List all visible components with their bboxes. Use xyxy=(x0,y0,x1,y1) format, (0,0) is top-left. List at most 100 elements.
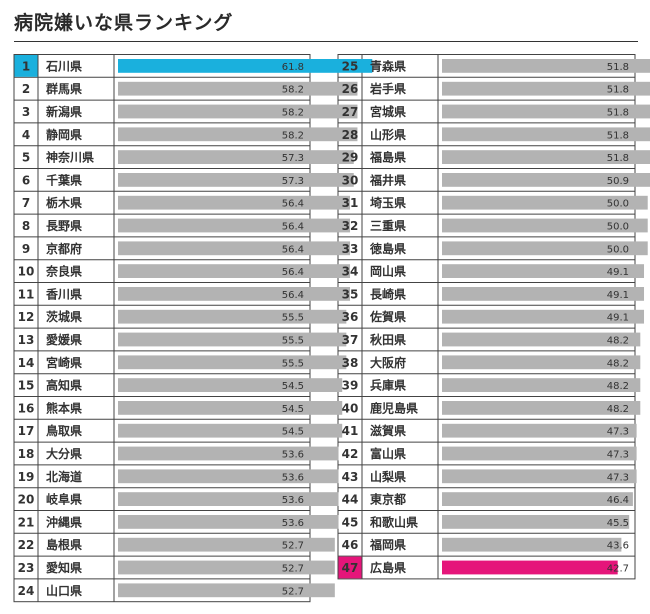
prefecture-name: 石川県 xyxy=(45,59,82,73)
value-bar xyxy=(118,537,335,552)
value-label: 51.8 xyxy=(607,130,629,141)
rank-label: 24 xyxy=(18,584,35,598)
prefecture-name: 島根県 xyxy=(46,537,82,552)
value-bar xyxy=(118,378,343,392)
value-label: 51.8 xyxy=(607,62,629,73)
prefecture-name: 福岡県 xyxy=(369,537,406,552)
rank-label: 29 xyxy=(342,151,359,165)
rank-label: 10 xyxy=(18,265,35,279)
value-label: 42.7 xyxy=(607,564,629,575)
value-label: 51.8 xyxy=(607,85,629,96)
prefecture-name: 秋田県 xyxy=(370,332,406,347)
value-label: 52.7 xyxy=(282,586,304,597)
rank-label: 23 xyxy=(18,561,35,575)
prefecture-name: 兵庫県 xyxy=(370,378,406,393)
prefecture-name: 熊本県 xyxy=(46,400,82,415)
value-bar xyxy=(442,378,641,392)
value-bar xyxy=(442,287,645,301)
value-bar xyxy=(442,264,645,278)
value-bar xyxy=(118,401,343,415)
prefecture-name: 栃木県 xyxy=(46,195,82,210)
rank-label: 33 xyxy=(342,242,359,256)
value-bar xyxy=(442,309,645,324)
value-bar xyxy=(118,173,354,187)
rank-label: 32 xyxy=(342,219,359,233)
value-bar xyxy=(442,104,650,119)
value-bar xyxy=(442,492,633,506)
prefecture-name: 宮城県 xyxy=(370,104,406,119)
value-label: 43.6 xyxy=(607,541,629,552)
value-label: 50.0 xyxy=(607,222,629,233)
value-bar xyxy=(118,218,351,233)
prefecture-name: 埼玉県 xyxy=(370,195,406,210)
prefecture-name: 宮崎県 xyxy=(46,355,82,370)
value-label: 58.2 xyxy=(282,108,304,119)
rank-label: 22 xyxy=(18,538,35,552)
value-label: 55.5 xyxy=(282,358,304,369)
prefecture-name: 京都府 xyxy=(46,241,82,256)
value-bar xyxy=(442,81,650,96)
value-label: 48.2 xyxy=(607,381,629,392)
prefecture-name: 東京都 xyxy=(370,492,406,507)
prefecture-name: 大阪府 xyxy=(370,355,406,370)
value-bar xyxy=(442,241,648,256)
value-label: 51.8 xyxy=(607,108,629,119)
rank-label: 2 xyxy=(22,82,30,96)
value-label: 55.5 xyxy=(282,336,304,347)
prefecture-name: 千葉県 xyxy=(46,172,82,187)
rank-label: 27 xyxy=(342,105,359,119)
value-label: 53.6 xyxy=(282,450,304,461)
rank-label: 36 xyxy=(342,310,359,324)
value-bar xyxy=(442,150,650,164)
prefecture-name: 福島県 xyxy=(369,150,406,165)
value-bar xyxy=(118,560,335,575)
rank-label: 3 xyxy=(22,105,30,119)
prefecture-name: 佐賀県 xyxy=(369,309,406,324)
value-bar xyxy=(118,446,339,461)
prefecture-name: 山梨県 xyxy=(370,469,406,484)
value-bar xyxy=(118,241,351,256)
value-label: 51.8 xyxy=(607,153,629,164)
rank-label: 20 xyxy=(18,493,35,507)
value-label: 56.4 xyxy=(282,290,304,301)
title-divider xyxy=(14,41,638,42)
value-bar xyxy=(118,309,347,324)
value-bar xyxy=(442,401,641,415)
value-bar xyxy=(442,127,650,142)
value-bar xyxy=(118,492,339,506)
prefecture-name: 山形県 xyxy=(370,127,406,142)
rank-label: 4 xyxy=(22,128,30,142)
value-label: 58.2 xyxy=(282,85,304,96)
value-label: 53.6 xyxy=(282,518,304,529)
rank-label: 21 xyxy=(18,515,35,529)
rank-label: 35 xyxy=(342,287,359,301)
prefecture-name: 大分県 xyxy=(46,446,82,461)
value-label: 56.4 xyxy=(282,267,304,278)
value-bar xyxy=(118,104,358,119)
rank-label: 39 xyxy=(342,379,359,393)
value-label: 50.0 xyxy=(607,244,629,255)
value-bar xyxy=(118,127,358,142)
value-bar xyxy=(442,355,641,370)
value-label: 56.4 xyxy=(282,244,304,255)
value-bar xyxy=(118,264,351,278)
value-label: 48.2 xyxy=(607,404,629,415)
rank-label: 9 xyxy=(22,242,30,256)
rank-label: 8 xyxy=(22,219,30,233)
value-label: 56.4 xyxy=(282,222,304,233)
value-bar xyxy=(442,469,637,484)
rank-label: 34 xyxy=(342,265,359,279)
value-label: 49.1 xyxy=(607,290,629,301)
value-bar xyxy=(442,446,637,461)
rank-label: 19 xyxy=(18,470,35,484)
value-bar xyxy=(118,355,347,370)
value-bar xyxy=(118,423,343,438)
rank-label: 42 xyxy=(342,447,359,461)
prefecture-name: 静岡県 xyxy=(46,127,82,142)
rank-label: 14 xyxy=(18,356,35,370)
prefecture-name: 福井県 xyxy=(369,172,406,187)
prefecture-name: 神奈川県 xyxy=(46,150,94,165)
value-bar xyxy=(118,150,354,164)
value-label: 47.3 xyxy=(607,450,629,461)
